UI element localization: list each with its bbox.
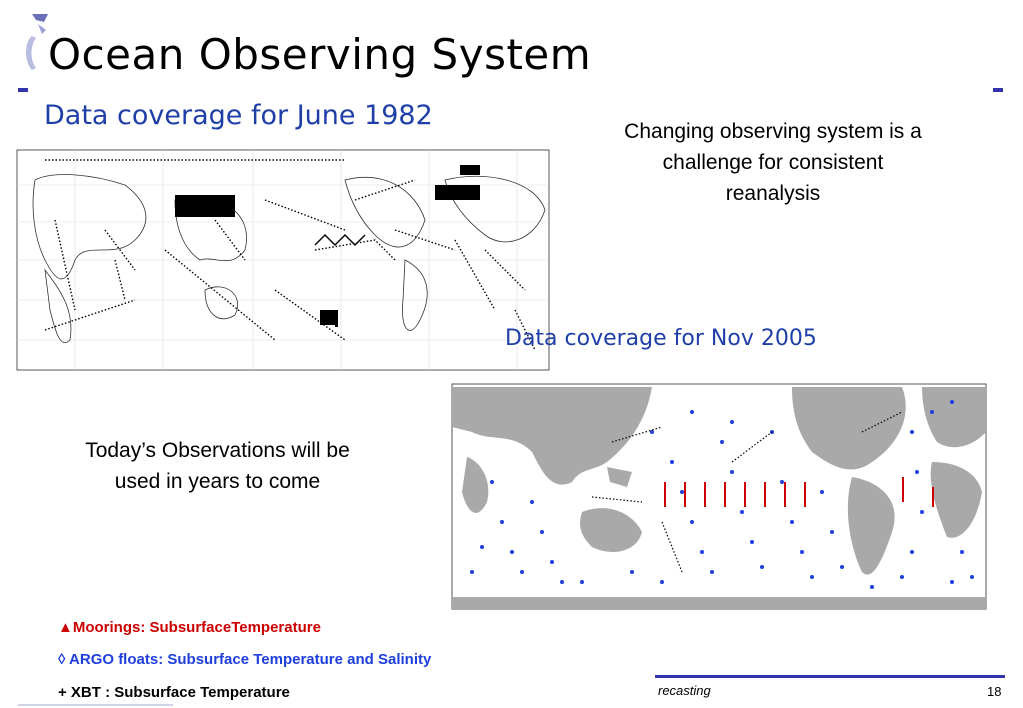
map-2005 [451,383,987,610]
subtitle-1982: Data coverage for June 1982 [44,100,433,131]
bottom-tab [18,704,173,706]
footer-label: recasting [658,683,711,698]
note-todays-observations: Today’s Observations will be used in yea… [85,439,350,493]
title-underline [18,88,1003,92]
subtitle-2005: Data coverage for Nov 2005 [505,326,817,351]
logo-icon [26,14,48,70]
slide-title: Ocean Observing System [48,30,592,79]
note-changing-system: Changing observing system is a challenge… [624,120,922,205]
legend-moorings: ▲Moorings: SubsurfaceTemperature [58,619,321,636]
footer-rule [655,675,1005,678]
legend-xbt: + XBT : Subsurface Temperature [58,684,290,701]
page-number: 18 [987,684,1002,699]
legend-argo: ◊ ARGO floats: Subsurface Temperature an… [58,651,432,668]
map-1982 [16,149,550,371]
